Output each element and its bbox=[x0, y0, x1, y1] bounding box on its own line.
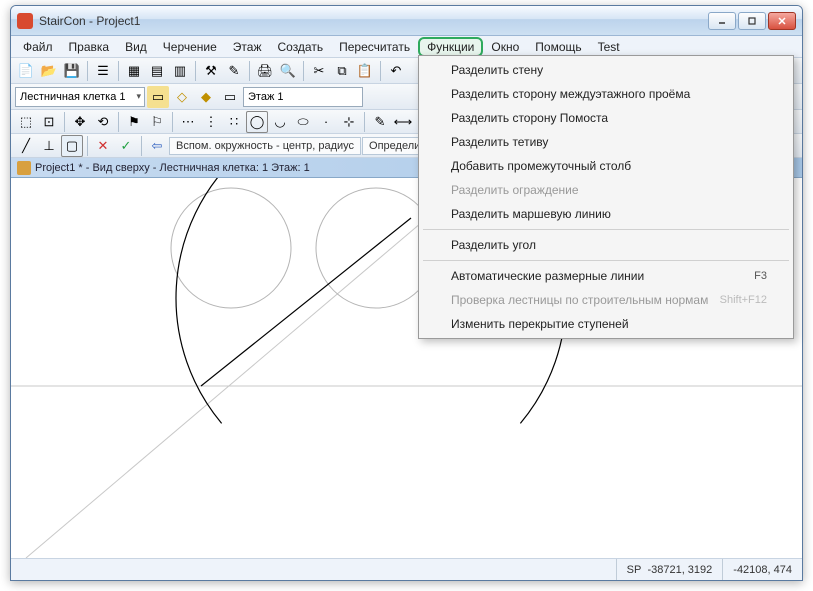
preview-icon[interactable]: 🔍 bbox=[277, 60, 299, 82]
titlebar[interactable]: StairCon - Project1 bbox=[11, 6, 802, 36]
dropdown-item[interactable]: Разделить угол bbox=[421, 233, 791, 257]
stairwell-combo[interactable]: Лестничная клетка 1 bbox=[15, 87, 145, 107]
floor-input[interactable] bbox=[243, 87, 363, 107]
open-file-icon[interactable]: 📂 bbox=[38, 60, 60, 82]
dropdown-item[interactable]: Добавить промежуточный столб bbox=[421, 154, 791, 178]
aux-line-icon[interactable]: ╱ bbox=[15, 135, 37, 157]
functions-dropdown: Разделить стену Разделить сторону междуэт… bbox=[418, 55, 794, 339]
cut-icon[interactable]: ✂ bbox=[308, 60, 330, 82]
grid-icon[interactable]: ▦ bbox=[123, 60, 145, 82]
undo-icon[interactable]: ↶ bbox=[385, 60, 407, 82]
dropdown-item: Разделить ограждение bbox=[421, 178, 791, 202]
window-controls bbox=[708, 12, 796, 30]
new-file-icon[interactable]: 📄 bbox=[15, 60, 37, 82]
pattern-icon[interactable]: ∷ bbox=[223, 111, 245, 133]
menu-separator bbox=[423, 260, 789, 261]
dots-a-icon[interactable]: ⋯ bbox=[177, 111, 199, 133]
sp-label: SP bbox=[627, 564, 642, 576]
sheet-icon[interactable]: ▥ bbox=[169, 60, 191, 82]
tool-b-icon[interactable]: ✎ bbox=[223, 60, 245, 82]
flag-icon[interactable]: ⚑ bbox=[123, 111, 145, 133]
anchor-icon[interactable]: ⊹ bbox=[338, 111, 360, 133]
menu-item[interactable]: Черчение bbox=[155, 38, 225, 56]
tool-a-icon[interactable]: ⚒ bbox=[200, 60, 222, 82]
maximize-button[interactable] bbox=[738, 12, 766, 30]
pin-icon[interactable]: ⚐ bbox=[146, 111, 168, 133]
paste-icon[interactable]: 📋 bbox=[354, 60, 376, 82]
status-sp: SP -38721, 3192 bbox=[616, 559, 723, 580]
menu-item[interactable]: Функции bbox=[418, 37, 483, 57]
dropdown-item[interactable]: Разделить сторону Помоста bbox=[421, 106, 791, 130]
dropdown-shortcut: Shift+F12 bbox=[720, 294, 767, 306]
menu-separator bbox=[423, 229, 789, 230]
menu-item[interactable]: Окно bbox=[483, 38, 527, 56]
dim-icon[interactable]: ⟷ bbox=[392, 111, 414, 133]
point-icon[interactable]: · bbox=[315, 111, 337, 133]
dropdown-item-label: Разделить угол bbox=[451, 238, 536, 252]
dropdown-item-label: Автоматические размерные линии bbox=[451, 269, 644, 283]
save-icon[interactable]: 💾 bbox=[61, 60, 83, 82]
dropdown-item[interactable]: Разделить тетиву bbox=[421, 130, 791, 154]
dropdown-item[interactable]: Разделить маршевую линию bbox=[421, 202, 791, 226]
dropdown-item-label: Разделить ограждение bbox=[451, 183, 579, 197]
menu-item[interactable]: Помощь bbox=[527, 38, 589, 56]
dropdown-item[interactable]: Разделить сторону междуэтажного проёма bbox=[421, 82, 791, 106]
select-icon[interactable]: ⬚ bbox=[15, 111, 37, 133]
window-title: StairCon - Project1 bbox=[39, 14, 708, 28]
circle-tool-icon[interactable]: ◯ bbox=[246, 111, 268, 133]
dropdown-item-label: Разделить стену bbox=[451, 63, 543, 77]
dropdown-shortcut: F3 bbox=[754, 270, 767, 282]
layer-a-icon[interactable]: ▭ bbox=[147, 86, 169, 108]
statusbar: SP -38721, 3192 -42108, 474 bbox=[11, 558, 802, 580]
arc-icon[interactable]: ◡ bbox=[269, 111, 291, 133]
dropdown-item[interactable]: Изменить перекрытие ступеней bbox=[421, 312, 791, 336]
mode-label: Вспом. окружность - центр, радиус bbox=[169, 137, 361, 155]
menu-item[interactable]: Test bbox=[590, 38, 628, 56]
aux-perp-icon[interactable]: ⊥ bbox=[38, 135, 60, 157]
dropdown-item-label: Разделить маршевую линию bbox=[451, 207, 611, 221]
rotate-icon[interactable]: ⟲ bbox=[92, 111, 114, 133]
coords-primary: -38721, 3192 bbox=[647, 564, 712, 576]
menu-item[interactable]: Пересчитать bbox=[331, 38, 418, 56]
dropdown-item-label: Изменить перекрытие ступеней bbox=[451, 317, 629, 331]
menu-item[interactable]: Создать bbox=[269, 38, 331, 56]
dropdown-item-label: Проверка лестницы по строительным нормам bbox=[451, 293, 708, 307]
table-icon[interactable]: ▤ bbox=[146, 60, 168, 82]
aux-rect-icon[interactable]: ▢ bbox=[61, 135, 83, 157]
layer-d-icon[interactable]: ▭ bbox=[219, 86, 241, 108]
dropdown-item-label: Разделить сторону междуэтажного проёма bbox=[451, 87, 690, 101]
dropdown-item-label: Разделить тетиву bbox=[451, 135, 548, 149]
document-title: Project1 * - Вид сверху - Лестничная кле… bbox=[35, 162, 310, 174]
dropdown-item: Проверка лестницы по строительным нормам… bbox=[421, 288, 791, 312]
edit-icon[interactable]: ✎ bbox=[369, 111, 391, 133]
list-icon[interactable]: ☰ bbox=[92, 60, 114, 82]
menu-item[interactable]: Этаж bbox=[225, 38, 270, 56]
dropdown-item-label: Добавить промежуточный столб bbox=[451, 159, 631, 173]
coords-secondary: -42108, 474 bbox=[722, 559, 802, 580]
dropdown-item[interactable]: Автоматические размерные линии F3 bbox=[421, 264, 791, 288]
copy-icon[interactable]: ⧉ bbox=[331, 60, 353, 82]
dots-b-icon[interactable]: ⋮ bbox=[200, 111, 222, 133]
minimize-button[interactable] bbox=[708, 12, 736, 30]
back-arrow-icon[interactable]: ⇦ bbox=[146, 135, 168, 157]
menu-item[interactable]: Вид bbox=[117, 38, 155, 56]
cancel-icon[interactable]: ✕ bbox=[92, 135, 114, 157]
dropdown-item[interactable]: Разделить стену bbox=[421, 58, 791, 82]
stairwell-combo-value: Лестничная клетка 1 bbox=[20, 91, 126, 103]
menu-item[interactable]: Правка bbox=[61, 38, 118, 56]
ellipse-icon[interactable]: ⬭ bbox=[292, 111, 314, 133]
dropdown-item-label: Разделить сторону Помоста bbox=[451, 111, 608, 125]
marquee-icon[interactable]: ⊡ bbox=[38, 111, 60, 133]
layer-c-icon[interactable]: ◆ bbox=[195, 86, 217, 108]
print-icon[interactable]: 🖨 bbox=[254, 60, 276, 82]
app-icon bbox=[17, 13, 33, 29]
menu-item[interactable]: Файл bbox=[15, 38, 61, 56]
layer-b-icon[interactable]: ◇ bbox=[171, 86, 193, 108]
document-icon bbox=[17, 161, 31, 175]
confirm-icon[interactable]: ✓ bbox=[115, 135, 137, 157]
move-icon[interactable]: ✥ bbox=[69, 111, 91, 133]
close-button[interactable] bbox=[768, 12, 796, 30]
